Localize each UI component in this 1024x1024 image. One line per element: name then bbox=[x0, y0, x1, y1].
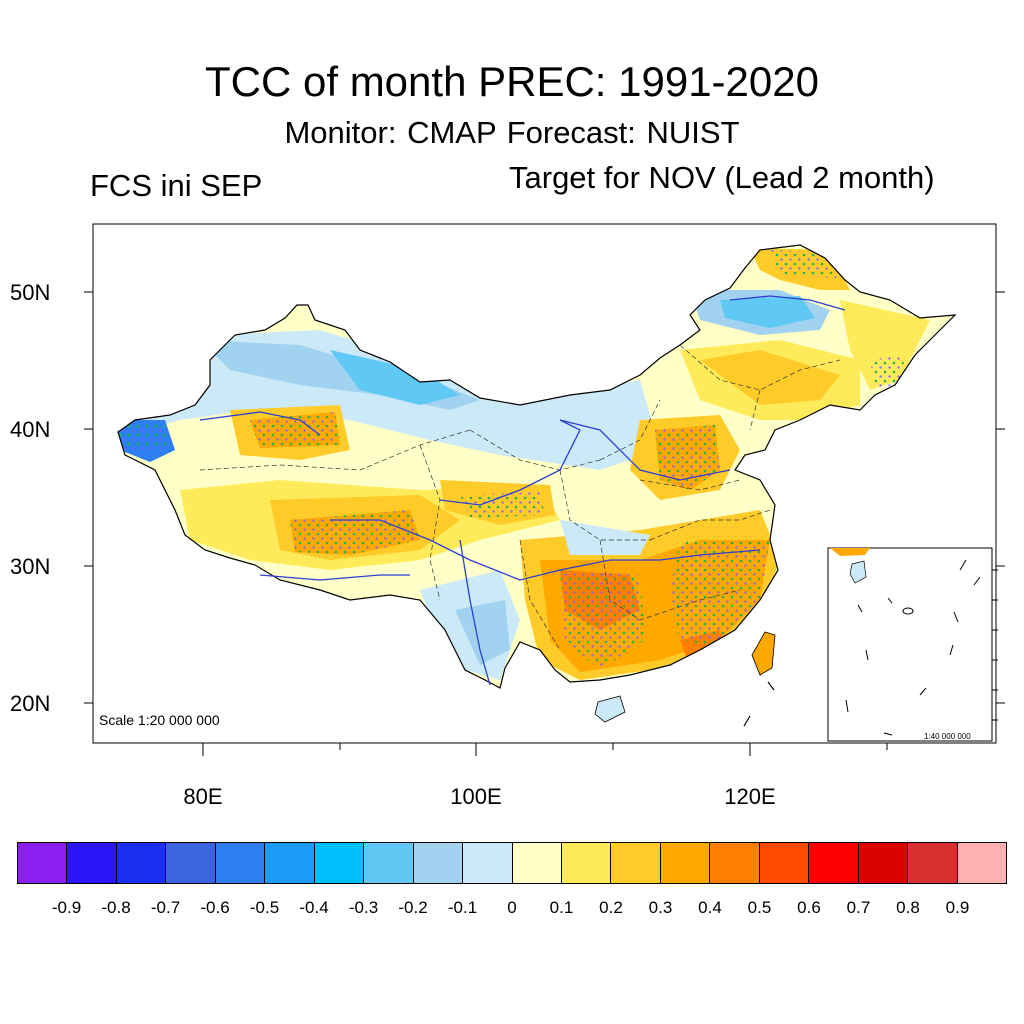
colorbar-tick-label: 0.1 bbox=[549, 898, 574, 917]
colorbar-box bbox=[956, 842, 1008, 884]
sea-boundary-dashes bbox=[743, 681, 775, 727]
colorbar-tick-label: 0.9 bbox=[945, 898, 970, 917]
colorbar-tick-label: 0.4 bbox=[698, 898, 722, 917]
colorbar-box bbox=[808, 842, 858, 884]
lon-label-80e: 80E bbox=[183, 784, 223, 809]
colorbar-tick-label: -0.8 bbox=[101, 898, 131, 917]
colorbar-tick-label: -0.7 bbox=[150, 898, 181, 917]
lat-label-20n: 20N bbox=[10, 691, 51, 716]
colorbar-box bbox=[511, 842, 561, 884]
lon-label-100e: 100E bbox=[450, 784, 502, 809]
chart-title: TCC of month PREC: 1991-2020 bbox=[205, 58, 819, 105]
colorbar-tick-label: 0 bbox=[507, 898, 517, 917]
colorbar-box bbox=[165, 842, 215, 884]
colorbar-box bbox=[115, 842, 166, 884]
south-china-sea-inset bbox=[827, 547, 998, 742]
country-boundary bbox=[117, 244, 957, 689]
colorbar bbox=[17, 842, 1008, 884]
colorbar-tick-label: -0.1 bbox=[447, 898, 478, 917]
colorbar-box bbox=[709, 842, 759, 884]
lat-label-40n: 40N bbox=[10, 417, 51, 442]
rivers bbox=[199, 295, 846, 686]
colorbar-tick-label: -0.4 bbox=[299, 898, 329, 917]
colorbar-box bbox=[462, 842, 512, 884]
colorbar-box bbox=[907, 842, 957, 884]
colorbar-box bbox=[264, 842, 314, 884]
colorbar-tick-label: -0.9 bbox=[51, 898, 82, 917]
colorbar-box bbox=[17, 842, 67, 884]
colorbar-box bbox=[412, 842, 463, 884]
province-boundaries bbox=[199, 344, 841, 651]
inset-scale-label: 1:40 000 000 bbox=[924, 732, 971, 741]
axis-ticks bbox=[84, 291, 1005, 756]
colorbar-tick-label: 0.8 bbox=[896, 898, 920, 917]
colorbar-box bbox=[214, 842, 265, 884]
colorbar-tick-label: 0.2 bbox=[599, 898, 623, 917]
left-subtitle: FCS ini SEP bbox=[90, 168, 263, 203]
lat-label-50n: 50N bbox=[10, 280, 51, 305]
taiwan-island bbox=[751, 631, 776, 676]
colorbar-box bbox=[659, 842, 710, 884]
chart-subtitle: Monitor: CMAP Forecast: NUIST bbox=[284, 115, 740, 150]
hainan-island bbox=[594, 695, 626, 723]
right-subtitle: Target for NOV (Lead 2 month) bbox=[509, 160, 935, 195]
lon-label-120e: 120E bbox=[724, 784, 776, 809]
colorbar-tick-label: -0.6 bbox=[200, 898, 230, 917]
colorbar-tick-label: -0.2 bbox=[398, 898, 428, 917]
colorbar-box bbox=[560, 842, 611, 884]
inset-ticks bbox=[992, 569, 998, 721]
lat-label-30n: 30N bbox=[10, 554, 51, 579]
colorbar-box bbox=[363, 842, 413, 884]
colorbar-box bbox=[66, 842, 116, 884]
colorbar-tick-label: -0.3 bbox=[348, 898, 379, 917]
colorbar-tick-label: 0.3 bbox=[648, 898, 673, 917]
colorbar-box bbox=[610, 842, 660, 884]
colorbar-box bbox=[313, 842, 364, 884]
colorbar-tick-label: 0.6 bbox=[797, 898, 821, 917]
colorbar-tick-label: 0.7 bbox=[846, 898, 871, 917]
colorbar-tick-label: 0.5 bbox=[747, 898, 772, 917]
colorbar-box bbox=[857, 842, 908, 884]
map-scale-label: Scale 1:20 000 000 bbox=[99, 712, 220, 728]
colorbar-box bbox=[758, 842, 809, 884]
colorbar-tick-label: -0.5 bbox=[249, 898, 280, 917]
